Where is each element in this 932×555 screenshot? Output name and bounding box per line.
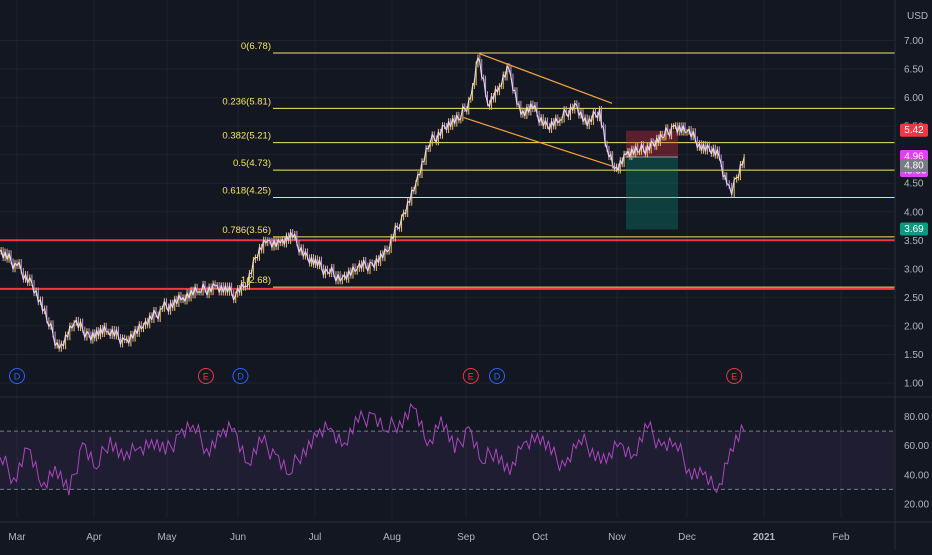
price-axis-label: 3.00 (904, 264, 924, 275)
price-axis-label: 4.50 (904, 179, 924, 190)
time-axis-label: May (158, 532, 177, 543)
rsi-axis-label: 40.00 (904, 470, 929, 481)
price-tag-label: 4.80 (904, 161, 924, 172)
fib-level-label: 0.382(5.21) (222, 131, 271, 142)
rsi-band (0, 431, 895, 489)
price-axis-label: 7.00 (904, 36, 924, 47)
time-axis-label: Oct (532, 532, 548, 543)
time-axis-label: Jul (309, 532, 322, 543)
time-axis-label: Mar (8, 532, 26, 543)
event-marker-label: E (468, 372, 474, 382)
time-axis-label: Nov (608, 532, 626, 543)
fib-level-label: 0.5(4.73) (233, 158, 271, 169)
time-axis-label: Apr (86, 532, 102, 543)
fib-level-label: 0.236(5.81) (222, 96, 271, 107)
rsi-axis-label: 20.00 (904, 500, 929, 511)
take-profit-zone (626, 157, 678, 229)
currency-label: USD (907, 11, 928, 22)
price-segment (442, 125, 444, 126)
event-marker-label: D (14, 372, 21, 382)
price-segment (197, 292, 199, 293)
rsi-axis-label: 60.00 (904, 441, 929, 452)
fib-level-label: 0.618(4.25) (222, 185, 271, 196)
time-axis-label: Feb (832, 532, 850, 543)
fib-level-label: 0(6.78) (241, 41, 271, 52)
event-marker-label: D (494, 372, 501, 382)
time-axis-label: 2021 (753, 532, 776, 543)
price-tag-label: 5.42 (904, 125, 924, 136)
rsi-axis-label: 80.00 (904, 412, 929, 423)
price-axis-label: 6.00 (904, 93, 924, 104)
price-axis-label: 4.00 (904, 207, 924, 218)
time-axis-label: Sep (457, 532, 475, 543)
event-marker-label: D (237, 372, 244, 382)
price-axis-label: 6.50 (904, 65, 924, 76)
price-axis-label: 2.50 (904, 293, 924, 304)
event-marker-label: E (203, 372, 209, 382)
price-axis-label: 1.50 (904, 350, 924, 361)
price-segment (370, 262, 372, 263)
price-axis-label: 2.00 (904, 321, 924, 332)
price-segment (685, 132, 687, 133)
time-axis-label: Aug (383, 532, 401, 543)
time-axis-label: Dec (678, 532, 696, 543)
price-tag-label: 3.69 (904, 224, 924, 235)
fib-level-label: 0.786(3.56) (222, 225, 271, 236)
event-marker-label: E (731, 372, 737, 382)
price-axis-label: 3.50 (904, 236, 924, 247)
time-axis-label: Jun (230, 532, 246, 543)
price-axis-label: 1.00 (904, 379, 924, 390)
